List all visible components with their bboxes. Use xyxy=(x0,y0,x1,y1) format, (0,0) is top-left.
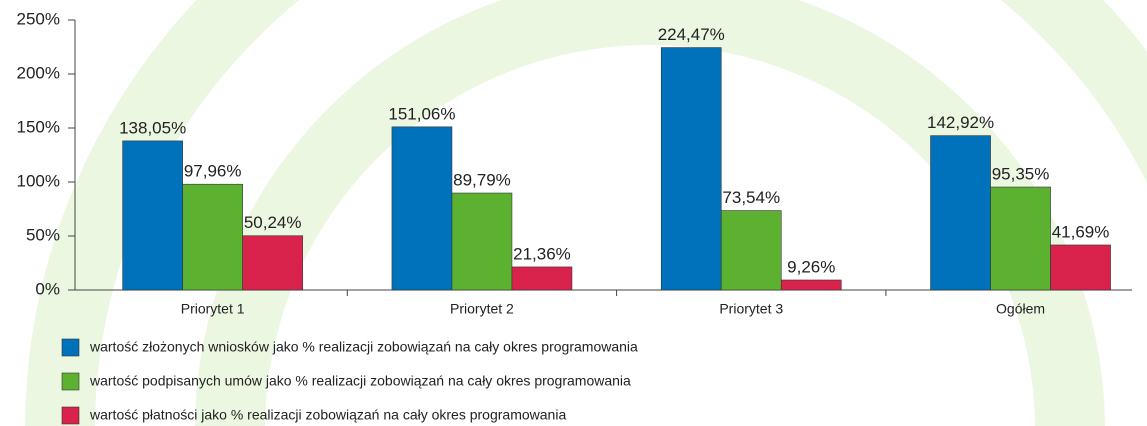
bar xyxy=(182,183,243,291)
value-label: 95,35% xyxy=(992,165,1050,184)
legend-swatch xyxy=(61,338,80,357)
value-label: 9,26% xyxy=(787,257,835,276)
y-tick-label: 150% xyxy=(17,117,60,136)
x-tick-label: Ogółem xyxy=(996,301,1045,317)
value-label: 73,54% xyxy=(722,188,780,207)
legend-label: wartość podpisanych umów jako % realizac… xyxy=(89,373,631,389)
bar xyxy=(511,266,573,291)
bar xyxy=(451,192,513,291)
value-label: 151,06% xyxy=(388,104,455,123)
y-tick-label: 200% xyxy=(17,63,60,82)
bar xyxy=(660,47,722,291)
y-tick-label: 100% xyxy=(17,171,60,190)
legend-label: wartość płatności jako % realizacji zobo… xyxy=(89,407,566,423)
y-tick-label: 250% xyxy=(17,9,60,28)
bar xyxy=(242,235,303,291)
x-tick-label: Priorytet 3 xyxy=(719,301,783,317)
bar xyxy=(122,140,183,291)
y-tick-label: 0% xyxy=(35,279,60,298)
legend-swatch xyxy=(61,372,80,391)
value-label: 21,36% xyxy=(513,244,571,263)
x-tick-label: Priorytet 1 xyxy=(181,301,245,317)
bar xyxy=(930,135,991,291)
legend-swatch xyxy=(61,406,80,425)
value-label: 97,96% xyxy=(184,162,242,181)
bar xyxy=(1050,244,1111,291)
legend-label: wartość złożonych wniosków jako % realiz… xyxy=(89,339,638,355)
bar xyxy=(990,186,1051,291)
value-label: 142,92% xyxy=(927,113,994,132)
value-label: 138,05% xyxy=(119,118,186,137)
value-label: 89,79% xyxy=(453,171,511,190)
bar xyxy=(391,126,453,291)
value-label: 224,47% xyxy=(658,25,725,44)
bar xyxy=(720,210,782,291)
x-tick-label: Priorytet 2 xyxy=(450,301,514,317)
bar xyxy=(780,279,842,291)
value-label: 50,24% xyxy=(244,213,302,232)
value-label: 41,69% xyxy=(1052,222,1110,241)
y-tick-label: 50% xyxy=(26,225,60,244)
